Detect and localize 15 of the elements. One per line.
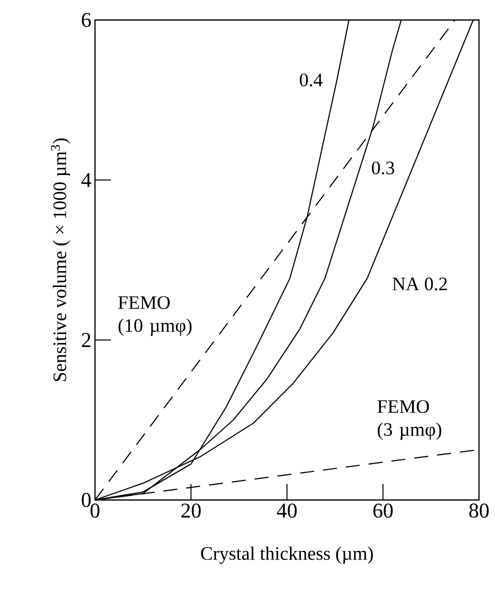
x-tick-label: 80 [469,504,489,518]
y-tick-label: 0 [82,492,91,508]
y-tick-label: 4 [81,173,92,187]
x-tick-label: 40 [276,504,297,518]
y-tick-label: 6 [82,12,91,28]
series-label: NA 0.2 [392,278,447,290]
y-axis-title: Sensitive volume ( × 1000 µm$^{3}$) [50,138,70,382]
y-tick-label: 2 [82,333,90,347]
series-label: FEMO (3 µmφ) [377,400,442,440]
series-label: 0.4 [300,74,323,86]
x-axis-title: Crystal thickness (µm) [201,546,373,564]
x-tick-label: 60 [373,504,393,518]
series-label: FEMO (10 µmφ) [118,296,192,336]
series-label: 0.3 [372,162,394,174]
x-tick-label: 20 [181,504,201,518]
